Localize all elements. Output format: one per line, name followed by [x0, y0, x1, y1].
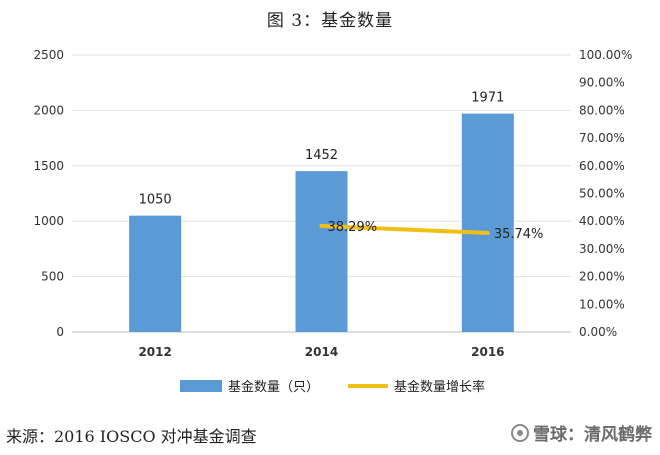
legend-label-bar: 基金数量（只）: [228, 379, 319, 395]
y-right-tick-label: 50.00%: [579, 187, 625, 201]
y-right-tick-label: 90.00%: [579, 76, 625, 90]
y-left-tick-label: 1000: [33, 214, 64, 228]
y-right-tick-label: 20.00%: [579, 270, 625, 284]
legend-swatch-bar: [180, 380, 222, 392]
x-tick-label: 2012: [138, 345, 171, 359]
y-left-tick-label: 2500: [33, 48, 64, 62]
watermark-text: 雪球：清风鹤弊: [533, 425, 652, 445]
bar: [461, 113, 514, 333]
y-right-tick-label: 80.00%: [579, 103, 625, 117]
y-right-tick-label: 70.00%: [579, 131, 625, 145]
growth-rate-line: [319, 223, 490, 236]
y-right-tick-label: 10.00%: [579, 297, 625, 311]
bar: [129, 215, 182, 332]
snowball-logo-icon: [511, 423, 529, 442]
y-left-tick-label: 500: [41, 270, 64, 284]
x-tick-label: 2014: [305, 345, 338, 359]
bar-data-label: 1050: [139, 193, 172, 208]
y-left-tick-label: 1500: [33, 159, 64, 173]
y-right-tick-label: 30.00%: [579, 242, 625, 256]
legend-label-line: 基金数量增长率: [394, 379, 485, 395]
y-right-tick-label: 0.00%: [579, 325, 617, 339]
watermark: 雪球：清风鹤弊: [511, 420, 652, 445]
chart: 0 500 1000 1500 2000 2500 0.00% 10.00% 20.00% 30.…: [33, 48, 632, 395]
x-tick-label: 2016: [471, 345, 504, 359]
line-data-label: 35.74%: [494, 227, 544, 242]
bar: [295, 171, 348, 332]
y-right-tick-label: 100.00%: [579, 48, 632, 62]
chart-title: 图 3：基金数量: [266, 11, 394, 31]
y-right-tick-label: 60.00%: [579, 159, 625, 173]
line-data-label: 38.29%: [328, 220, 378, 235]
y-left-tick-label: 0: [56, 325, 64, 339]
bar-data-label: 1452: [305, 148, 338, 163]
y-right-tick-label: 40.00%: [579, 214, 625, 228]
bar-data-label: 1971: [471, 91, 504, 106]
source-note: 来源：2016 IOSCO 对冲基金调查: [6, 427, 257, 446]
y-left-tick-label: 2000: [33, 103, 64, 117]
